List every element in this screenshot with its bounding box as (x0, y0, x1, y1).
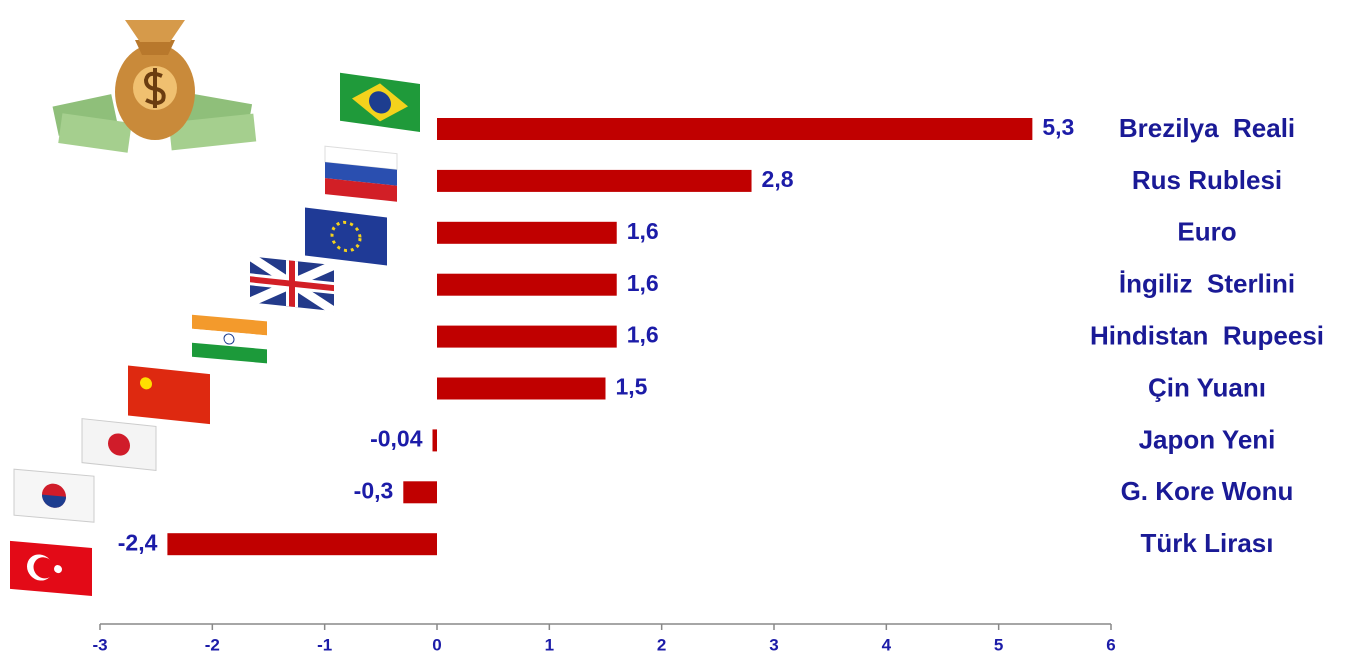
x-tick-label: 6 (1106, 635, 1115, 654)
bar (437, 273, 617, 296)
x-tick-label: -2 (205, 635, 220, 654)
category-label: G. Kore Wonu (1121, 476, 1294, 506)
category-label: Euro (1177, 217, 1236, 247)
x-tick-label: 2 (657, 635, 666, 654)
category-label: Hindistan Rupeesi (1090, 320, 1324, 350)
category-label: İngiliz Sterlini (1119, 269, 1295, 299)
bar (437, 118, 1033, 140)
x-tick-label: 1 (545, 635, 554, 654)
value-label: 1,5 (616, 374, 648, 400)
category-label: Japon Yeni (1139, 424, 1276, 454)
category-label: Rus Rublesi (1132, 165, 1282, 195)
x-tick-label: 5 (994, 635, 1003, 654)
bar (437, 325, 617, 348)
value-label: -0,04 (370, 425, 423, 451)
x-tick-label: 4 (882, 635, 892, 654)
flags (10, 72, 420, 597)
x-tick-label: -3 (92, 635, 107, 654)
value-label: -0,3 (354, 477, 394, 503)
category-label: Türk Lirası (1141, 528, 1274, 558)
money-bag-image (52, 20, 257, 153)
value-label: -2,4 (118, 529, 158, 555)
value-label: 1,6 (627, 218, 659, 244)
bar (432, 429, 437, 452)
bar (437, 377, 606, 400)
value-label: 1,6 (627, 270, 659, 296)
bar (437, 221, 617, 244)
value-label: 5,3 (1042, 114, 1074, 140)
x-tick-label: -1 (317, 635, 332, 654)
x-tick-label: 0 (432, 635, 441, 654)
x-tick-label: 3 (769, 635, 778, 654)
category-label: Çin Yuanı (1148, 372, 1266, 402)
bar (403, 481, 437, 504)
value-label: 1,6 (627, 322, 659, 348)
bar (437, 169, 752, 192)
bar (167, 533, 437, 556)
value-label: 2,8 (762, 166, 794, 192)
category-label: Brezilya Reali (1119, 113, 1295, 143)
